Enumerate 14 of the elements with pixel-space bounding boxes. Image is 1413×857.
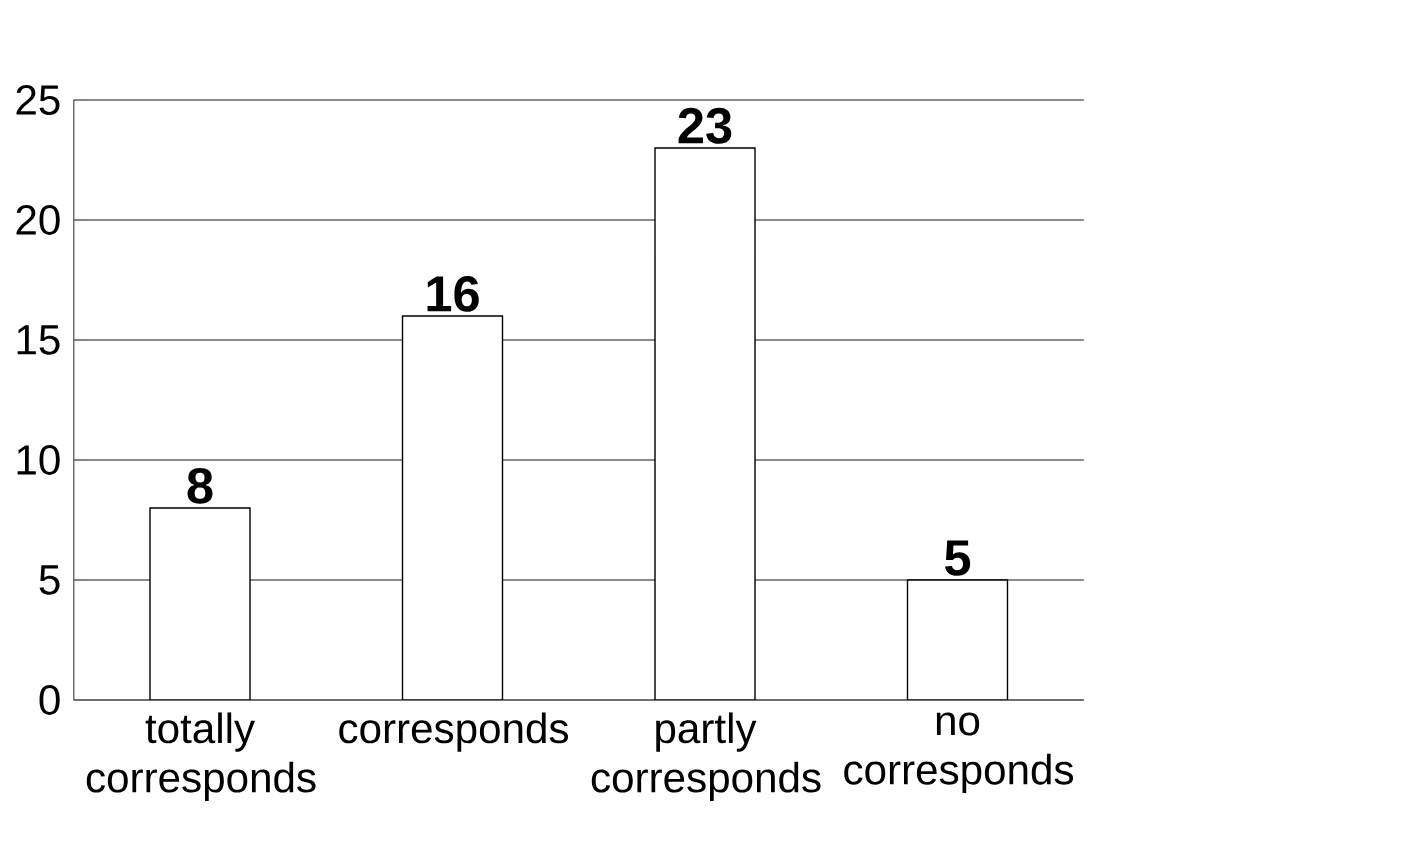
y-tick-label: 20 [16, 205, 60, 235]
y-tick-label: 5 [39, 565, 60, 595]
x-tick-label: corresponds [339, 712, 569, 752]
x-tick-label: partly corresponds [591, 712, 821, 801]
data-label: 5 [944, 540, 971, 576]
x-tick-label: totally corresponds [86, 712, 316, 801]
y-tick-label: 0 [39, 685, 60, 715]
x-tick-label: no corresponds [844, 712, 1074, 794]
y-tick-label: 25 [16, 85, 60, 115]
data-label: 23 [678, 107, 732, 144]
data-label: 16 [427, 275, 479, 312]
data-label: 8 [187, 467, 213, 504]
y-tick-label: 10 [17, 445, 60, 475]
y-tick-label: 15 [17, 325, 60, 355]
